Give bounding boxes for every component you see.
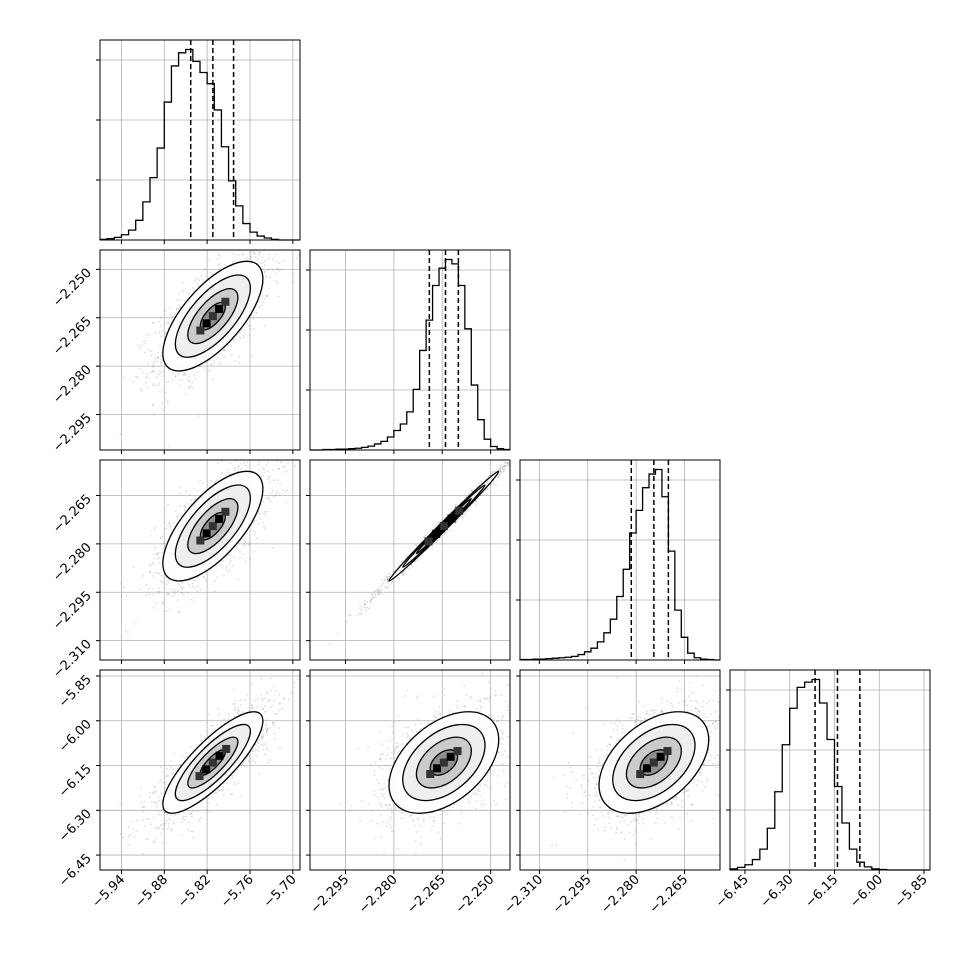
density-peak-1-0 (196, 297, 230, 335)
pair-frame-3-0 (99, 669, 301, 871)
ytick-label-2-0: −2.310 (50, 637, 95, 682)
xtick-label-1-2: −2.265 (404, 872, 449, 917)
hist-panel-2 (516, 459, 721, 661)
xtick-label-0-0: −5.94 (89, 872, 128, 911)
xtick-label-2-1: −2.295 (550, 872, 595, 917)
density-peak-2-1 (424, 506, 464, 546)
density-peak-3-2 (636, 747, 672, 779)
pair-panel-3-0 (99, 669, 301, 871)
hist-frame-3 (729, 669, 931, 871)
xtick-label-3-3: −6.00 (847, 872, 886, 911)
density-peak-2-0 (196, 507, 230, 545)
density-peak-3-1 (426, 747, 462, 779)
histogram-3 (729, 678, 930, 871)
hist-panel-1 (306, 249, 511, 451)
xtick-label-1-1: −2.280 (356, 872, 401, 917)
xtick-label-0-2: −5.82 (175, 872, 214, 911)
xtick-label-1-0: −2.295 (308, 872, 353, 917)
ytick-label-2-2: −2.280 (50, 540, 95, 585)
histogram-0 (99, 48, 300, 241)
hist-frame-0 (99, 39, 301, 241)
xtick-label-2-3: −2.265 (647, 872, 692, 917)
pair-panel-2-0 (99, 459, 301, 661)
hist-grid-3 (730, 670, 930, 870)
xtick-label-3-2: −6.15 (803, 872, 842, 911)
histogram-1 (310, 258, 510, 451)
hist-grid-2 (520, 460, 720, 660)
ytick-label-3-0: −6.45 (56, 851, 95, 890)
ytick-label-1-2: −2.265 (50, 314, 95, 359)
xtick-label-1-3: −2.250 (453, 872, 498, 917)
ytick-label-2-1: −2.295 (50, 588, 95, 633)
hist-grid-1 (310, 250, 510, 450)
pair-frame-3-1 (309, 669, 511, 871)
density-peak-3-0 (195, 744, 231, 781)
pair-frame-2-1 (309, 459, 511, 661)
pair-grid-2-1 (310, 460, 510, 660)
pair-panel-3-1 (309, 669, 511, 871)
pair-frame-3-2 (519, 669, 721, 871)
hist-frame-1 (309, 249, 511, 451)
pair-frame-2-0 (99, 459, 301, 661)
ytick-label-3-2: −6.15 (56, 762, 95, 801)
pair-panel-3-2 (519, 669, 721, 871)
xtick-label-0-4: −5.70 (261, 872, 300, 911)
ytick-label-1-3: −2.250 (50, 266, 95, 311)
hist-panel-0 (96, 39, 301, 241)
histogram-2 (519, 468, 720, 661)
xtick-label-3-1: −6.30 (758, 872, 797, 911)
ytick-label-3-3: −6.00 (56, 717, 95, 756)
xtick-label-3-4: −5.85 (892, 872, 931, 911)
ytick-label-1-1: −2.280 (50, 362, 95, 407)
xtick-label-0-1: −5.88 (132, 872, 171, 911)
ytick-label-2-3: −2.265 (50, 492, 95, 537)
pair-frame-1-0 (99, 249, 301, 451)
pair-panel-2-1 (309, 459, 511, 661)
xtick-label-3-0: −6.45 (713, 872, 752, 911)
hist-panel-3 (726, 669, 931, 871)
xtick-label-0-3: −5.76 (218, 872, 257, 911)
ytick-label-3-1: −6.30 (56, 807, 95, 846)
pair-panel-1-0 (99, 249, 301, 451)
ytick-label-1-0: −2.295 (50, 411, 95, 456)
hist-frame-2 (519, 459, 721, 661)
xtick-label-2-0: −2.310 (502, 872, 547, 917)
xtick-label-2-2: −2.280 (598, 872, 643, 917)
